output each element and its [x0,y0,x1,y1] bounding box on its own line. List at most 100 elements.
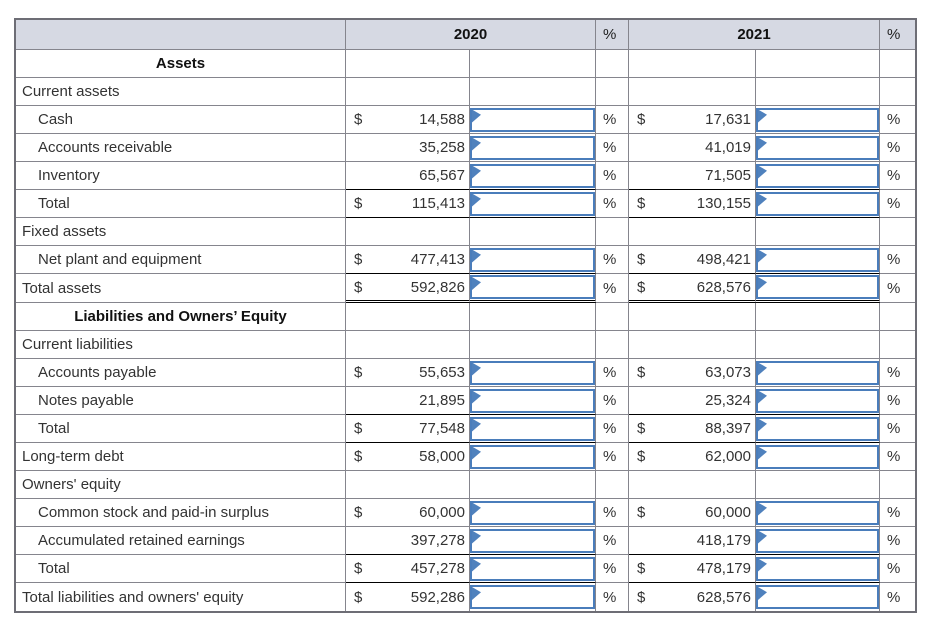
value-cell-2020 [346,471,470,499]
value-cell-2021: 41,019 [629,134,756,162]
pct-input-2020-notes-payable[interactable] [472,390,593,411]
pct-symbol-cell-2021: % [880,274,915,303]
input-cell-2021 [756,555,880,583]
balance-sheet-table: 2020 % 2021 % Assets Current assets Cash $1… [14,18,917,613]
pct-input-2020-total[interactable] [472,193,593,214]
pct-symbol-cell-2020 [596,303,629,331]
pct-input-2021-accumulated-retained-earnings[interactable] [758,530,877,551]
input-cell-2020 [470,50,596,78]
pct-symbol-cell-2021: % [880,134,915,162]
answer-box-2020 [470,247,595,272]
header-empty-cell [16,20,346,50]
amount-2020: 115,413 [411,195,465,212]
amount-2021: 478,179 [696,560,751,577]
answer-box-2020 [470,163,595,188]
pct-symbol-cell-2020 [596,331,629,359]
row-common-stock-and-paid-in-surplus: Common stock and paid-in surplus $60,000%… [16,499,915,527]
row-long-term-debt: Long-term debt $58,000% $62,000% [16,443,915,471]
row-total: Total $77,548% $88,397% [16,415,915,443]
row-total: Total $457,278% $478,179% [16,555,915,583]
input-cell-2021 [756,387,880,415]
pct-input-2021-long-term-debt[interactable] [758,446,877,467]
value-cell-2020 [346,303,470,331]
pct-input-2020-inventory[interactable] [472,165,593,186]
amount-2021: 17,631 [705,111,751,128]
pct-input-2020-net-plant-and-equipment[interactable] [472,249,593,270]
input-cell-2020 [470,303,596,331]
row-label: Current liabilities [16,331,346,359]
amount-2020: 35,258 [419,139,465,156]
pct-input-2020-total-liabilities-and-owners-equity[interactable] [472,587,593,607]
pct-symbol-cell-2021: % [880,415,915,443]
row-assets: Assets [16,50,915,78]
input-cell-2020 [470,359,596,387]
pct-input-2021-cash[interactable] [758,109,877,130]
pct-input-2021-common-stock-and-paid-in-surplus[interactable] [758,502,877,523]
value-cell-2021: $130,155 [629,190,756,218]
row-cash: Cash $14,588% $17,631% [16,106,915,134]
input-cell-2020 [470,555,596,583]
answer-box-2021 [756,416,879,441]
pct-symbol-cell-2020: % [596,106,629,134]
value-cell-2020: 397,278 [346,527,470,555]
pct-input-2020-total[interactable] [472,418,593,439]
pct-input-2021-total-assets[interactable] [758,277,877,297]
pct-symbol-cell-2021: % [887,588,901,606]
value-cell-2020: $77,548 [346,415,470,443]
pct-input-2020-cash[interactable] [472,109,593,130]
row-label: Long-term debt [16,443,346,471]
pct-symbol-cell-2020: % [596,415,629,443]
input-cell-2021 [756,134,880,162]
answer-box-2020 [470,528,595,553]
pct-input-2020-accounts-payable[interactable] [472,362,593,383]
pct-input-2020-accounts-receivable[interactable] [472,137,593,158]
pct-input-2021-accounts-receivable[interactable] [758,137,877,158]
pct-input-2021-notes-payable[interactable] [758,390,877,411]
answer-box-2021 [756,528,879,553]
dollar-sign: $ [354,420,363,437]
pct-symbol-cell-2020: % [596,134,629,162]
pct-symbol-cell-2021: % [880,443,915,471]
answer-box-2021 [756,275,879,299]
pct-input-2021-total-liabilities-and-owners-equity[interactable] [758,587,877,607]
row-label: Notes payable [16,387,346,415]
dollar-sign: $ [637,278,646,296]
pct-input-2021-total[interactable] [758,193,877,214]
table-body: Assets Current assets Cash $14,588% $17,631%… [16,50,915,611]
amount-2021: 628,576 [696,588,751,606]
pct-input-2021-total[interactable] [758,558,877,579]
pct-input-2020-accumulated-retained-earnings[interactable] [472,530,593,551]
input-cell-2021 [756,443,880,471]
amount-2020: 457,278 [410,560,465,577]
pct-input-2021-accounts-payable[interactable] [758,362,877,383]
value-cell-2021: $88,397 [629,415,756,443]
row-label: Common stock and paid-in surplus [16,499,346,527]
input-cell-2020 [470,471,596,499]
pct-input-2020-total[interactable] [472,558,593,579]
pct-input-2020-total-assets[interactable] [472,277,593,297]
dollar-sign: $ [354,364,363,381]
pct-input-2021-inventory[interactable] [758,165,877,186]
answer-box-2021 [756,556,879,581]
amount-2020: 397,278 [410,532,465,549]
pct-input-2020-long-term-debt[interactable] [472,446,593,467]
pct-input-2020-common-stock-and-paid-in-surplus[interactable] [472,502,593,523]
dollar-sign: $ [354,560,363,577]
answer-box-2020 [470,500,595,525]
pct-symbol-cell-2020: % [596,162,629,190]
value-cell-2020: $60,000 [346,499,470,527]
row-owners-equity: Owners' equity [16,471,915,499]
amount-2021: 498,421 [696,251,751,268]
row-net-plant-and-equipment: Net plant and equipment $477,413% $498,421… [16,246,915,274]
input-cell-2020 [470,331,596,359]
input-cell-2020 [470,246,596,274]
pct-input-2021-total[interactable] [758,418,877,439]
value-cell-2021 [629,218,756,246]
row-fixed-assets: Fixed assets [16,218,915,246]
row-label: Total liabilities and owners' equity [16,583,346,611]
answer-box-2020 [470,556,595,581]
value-cell-2020: 21,895 [346,387,470,415]
pct-symbol-cell-2020 [596,471,629,499]
pct-input-2021-net-plant-and-equipment[interactable] [758,249,877,270]
amount-2021: 88,397 [705,420,751,437]
